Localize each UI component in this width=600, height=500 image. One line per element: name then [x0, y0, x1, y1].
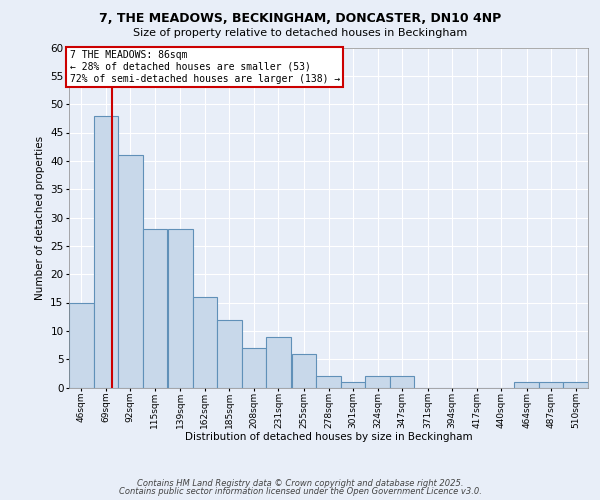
- Bar: [168, 229, 193, 388]
- Bar: [341, 382, 365, 388]
- Bar: [94, 116, 118, 388]
- Y-axis label: Number of detached properties: Number of detached properties: [35, 136, 44, 300]
- Bar: [143, 229, 167, 388]
- Text: Contains public sector information licensed under the Open Government Licence v3: Contains public sector information licen…: [119, 487, 481, 496]
- Bar: [217, 320, 242, 388]
- Bar: [193, 297, 217, 388]
- Text: 7 THE MEADOWS: 86sqm
← 28% of detached houses are smaller (53)
72% of semi-detac: 7 THE MEADOWS: 86sqm ← 28% of detached h…: [70, 50, 340, 84]
- Bar: [514, 382, 539, 388]
- Bar: [118, 155, 143, 388]
- Bar: [242, 348, 266, 388]
- Text: Size of property relative to detached houses in Beckingham: Size of property relative to detached ho…: [133, 28, 467, 38]
- Bar: [69, 302, 94, 388]
- Bar: [539, 382, 563, 388]
- Text: Contains HM Land Registry data © Crown copyright and database right 2025.: Contains HM Land Registry data © Crown c…: [137, 478, 463, 488]
- Bar: [292, 354, 316, 388]
- Bar: [266, 336, 290, 388]
- Bar: [390, 376, 414, 388]
- Text: 7, THE MEADOWS, BECKINGHAM, DONCASTER, DN10 4NP: 7, THE MEADOWS, BECKINGHAM, DONCASTER, D…: [99, 12, 501, 26]
- X-axis label: Distribution of detached houses by size in Beckingham: Distribution of detached houses by size …: [185, 432, 472, 442]
- Bar: [563, 382, 588, 388]
- Bar: [365, 376, 390, 388]
- Bar: [316, 376, 341, 388]
